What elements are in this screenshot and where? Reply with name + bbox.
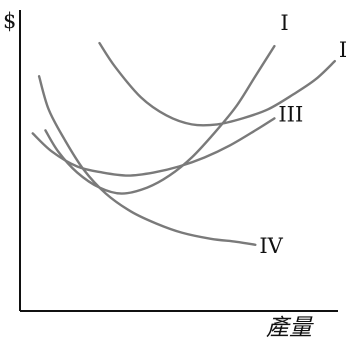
series-label-iv: IV: [259, 234, 283, 258]
axes: [19, 10, 338, 312]
series-line-ii: [98, 41, 337, 127]
series-label-ii: II: [339, 38, 347, 62]
series-layer: [31, 41, 337, 246]
series-line-i: [44, 44, 276, 195]
x-axis-label: 產量: [266, 315, 314, 341]
series-label-iii: III: [278, 102, 303, 126]
y-axis-label: $: [3, 9, 16, 33]
series-line-iv: [37, 75, 257, 246]
series-line-iii: [31, 117, 276, 177]
series-label-i: I: [280, 11, 288, 35]
series-label-layer: IIIIIIIV: [259, 11, 347, 258]
